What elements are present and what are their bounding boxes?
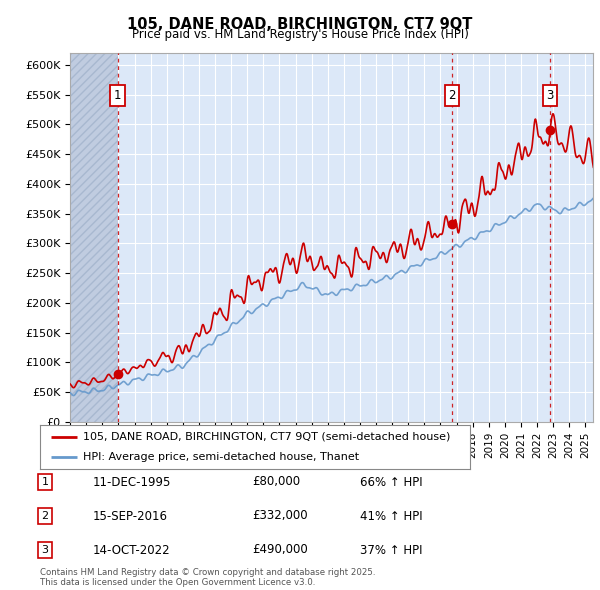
Text: £80,000: £80,000 bbox=[252, 476, 300, 489]
Text: 1: 1 bbox=[114, 89, 121, 102]
Text: 66% ↑ HPI: 66% ↑ HPI bbox=[360, 476, 422, 489]
Text: 2: 2 bbox=[448, 89, 455, 102]
Text: 1: 1 bbox=[41, 477, 49, 487]
Text: 14-OCT-2022: 14-OCT-2022 bbox=[93, 543, 170, 556]
Text: 2: 2 bbox=[41, 511, 49, 521]
Text: 41% ↑ HPI: 41% ↑ HPI bbox=[360, 510, 422, 523]
Text: HPI: Average price, semi-detached house, Thanet: HPI: Average price, semi-detached house,… bbox=[83, 452, 359, 462]
Text: £490,000: £490,000 bbox=[252, 543, 308, 556]
Text: Price paid vs. HM Land Registry's House Price Index (HPI): Price paid vs. HM Land Registry's House … bbox=[131, 28, 469, 41]
Text: 105, DANE ROAD, BIRCHINGTON, CT7 9QT (semi-detached house): 105, DANE ROAD, BIRCHINGTON, CT7 9QT (se… bbox=[83, 432, 451, 442]
Text: 37% ↑ HPI: 37% ↑ HPI bbox=[360, 543, 422, 556]
Text: £332,000: £332,000 bbox=[252, 510, 308, 523]
Text: 3: 3 bbox=[41, 545, 49, 555]
Text: 105, DANE ROAD, BIRCHINGTON, CT7 9QT: 105, DANE ROAD, BIRCHINGTON, CT7 9QT bbox=[127, 17, 473, 31]
Text: Contains HM Land Registry data © Crown copyright and database right 2025.
This d: Contains HM Land Registry data © Crown c… bbox=[40, 568, 376, 587]
Text: 3: 3 bbox=[546, 89, 553, 102]
Text: 11-DEC-1995: 11-DEC-1995 bbox=[93, 476, 172, 489]
Bar bbox=[70, 53, 118, 422]
Text: 15-SEP-2016: 15-SEP-2016 bbox=[93, 510, 168, 523]
